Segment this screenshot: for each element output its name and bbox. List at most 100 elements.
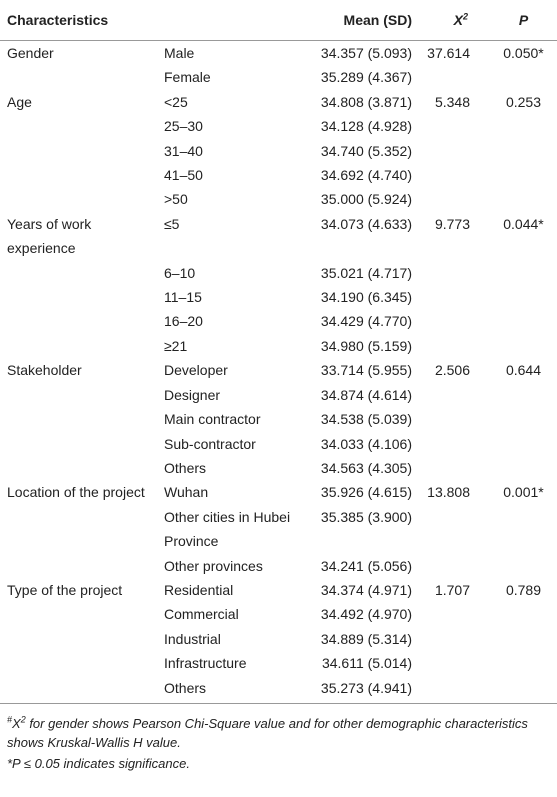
table-row: Others 35.273 (4.941)	[0, 675, 557, 704]
p-cell	[490, 163, 557, 187]
chi-cell	[420, 114, 490, 138]
characteristic-cell	[0, 407, 157, 431]
characteristic-cell: Years of work experience	[7, 215, 92, 257]
table-row: >50 35.000 (5.924)	[0, 187, 557, 211]
table-row: Gender Male 34.357 (5.093) 37.614 0.050*	[0, 41, 557, 66]
table-row: Commercial 34.492 (4.970)	[0, 602, 557, 626]
chi-cell	[420, 309, 490, 333]
group-cell: Other cities in Hubei Province	[164, 508, 291, 550]
table-row: 6–10 35.021 (4.717)	[0, 261, 557, 285]
p-cell	[490, 407, 557, 431]
p-cell	[490, 651, 557, 675]
characteristic-cell	[0, 651, 157, 675]
table-row: Other provinces 34.241 (5.056)	[0, 554, 557, 578]
chi-cell	[420, 187, 490, 211]
p-cell	[490, 65, 557, 89]
chi-cell: 2.506	[434, 362, 470, 379]
mean-cell: 34.740 (5.352)	[320, 142, 412, 159]
header-cell	[157, 0, 297, 41]
characteristic-cell: Location of the project	[7, 484, 145, 501]
footnote: *P ≤ 0.05 indicates significance.	[7, 755, 190, 771]
chi-cell	[420, 163, 490, 187]
chi-cell	[420, 285, 490, 309]
table-row: Industrial 34.889 (5.314)	[0, 627, 557, 651]
chi-cell	[420, 505, 490, 554]
characteristic-cell	[0, 285, 157, 309]
table-row: Others 34.563 (4.305)	[0, 456, 557, 480]
mean-cell: 34.429 (4.770)	[320, 313, 412, 330]
group-cell: 16–20	[164, 313, 203, 330]
group-cell: Others	[157, 675, 297, 704]
p-cell	[490, 456, 557, 480]
group-cell: 11–15	[164, 289, 202, 306]
table-row: Type of the project Residential 34.374 (4.…	[0, 578, 557, 602]
mean-cell: 34.128 (4.928)	[320, 118, 412, 135]
p-cell	[490, 114, 557, 138]
p-cell	[490, 334, 557, 358]
p-cell	[490, 505, 557, 554]
mean-cell: 34.980 (5.159)	[320, 337, 412, 354]
characteristic-cell	[0, 163, 157, 187]
chi-cell	[420, 651, 490, 675]
mean-cell: 34.563 (4.305)	[320, 459, 412, 476]
group-cell: Others	[164, 459, 207, 476]
mean-cell: 34.033 (4.106)	[320, 435, 412, 452]
p-cell: 0.644	[505, 362, 542, 379]
characteristic-cell	[0, 602, 157, 626]
characteristic-cell: Stakeholder	[7, 362, 82, 379]
chi-cell	[420, 675, 490, 704]
characteristic-cell	[0, 675, 157, 704]
mean-cell: 34.374 (4.971)	[320, 581, 412, 598]
mean-cell: 34.241 (5.056)	[320, 557, 412, 574]
table-row: ≥21 34.980 (5.159)	[0, 334, 557, 358]
header-cell: Characteristics	[0, 0, 157, 41]
mean-cell: 34.492 (4.970)	[320, 606, 412, 623]
group-cell: 6–10	[164, 264, 196, 281]
characteristic-cell: Gender	[7, 45, 54, 61]
characteristic-cell	[0, 383, 157, 407]
table-row: Designer 34.874 (4.614)	[0, 383, 557, 407]
header-cell: X2	[420, 0, 490, 41]
characteristic-cell	[0, 456, 157, 480]
chi-sup: 2	[462, 11, 468, 22]
characteristic-cell	[0, 65, 157, 89]
group-cell: 41–50	[164, 167, 203, 184]
group-cell: Other provinces	[164, 557, 263, 574]
group-cell: Sub-contractor	[164, 435, 256, 452]
p-cell: 0.001*	[503, 484, 544, 501]
chi-cell	[420, 407, 490, 431]
mean-cell: 34.357 (5.093)	[320, 45, 412, 61]
group-cell: 31–40	[164, 142, 203, 159]
group-cell: Industrial	[164, 630, 221, 647]
p-cell	[490, 602, 557, 626]
group-cell: Commercial	[164, 606, 239, 623]
chi-cell	[420, 261, 490, 285]
chi-cell	[420, 627, 490, 651]
characteristic-cell	[0, 114, 157, 138]
group-cell: >50	[164, 191, 188, 208]
header-cell: P	[490, 0, 557, 41]
mean-cell: 35.021 (4.717)	[320, 264, 412, 281]
mean-cell: 34.808 (3.871)	[320, 93, 412, 110]
characteristic-cell: Type of the project	[7, 581, 123, 598]
mean-cell: 34.190 (6.345)	[320, 289, 412, 306]
chi-cell	[420, 554, 490, 578]
group-cell: Infrastructure	[164, 655, 247, 672]
chi-symbol: X	[453, 12, 463, 28]
table-row: Sub-contractor 34.033 (4.106)	[0, 432, 557, 456]
mean-cell: 35.273 (4.941)	[297, 675, 420, 704]
characteristic-cell	[0, 554, 157, 578]
footnote-text: for gender shows Pearson Chi-Square valu…	[7, 715, 528, 750]
data-table: Characteristics Mean (SD) X2 P Gender Mal…	[0, 0, 557, 704]
table-row: Years of work experience ≤5 34.073 (4.633)…	[0, 212, 557, 261]
group-cell: Residential	[164, 581, 234, 598]
group-cell: ≤5	[164, 215, 180, 232]
group-cell: Developer	[164, 362, 228, 379]
characteristic-cell	[0, 627, 157, 651]
mean-cell: 34.874 (4.614)	[320, 386, 412, 403]
table-row: Stakeholder Developer 33.714 (5.955) 2.506 0…	[0, 358, 557, 382]
chi-cell	[420, 65, 490, 89]
group-cell: Male	[164, 45, 195, 61]
p-cell: 0.253	[505, 93, 542, 110]
